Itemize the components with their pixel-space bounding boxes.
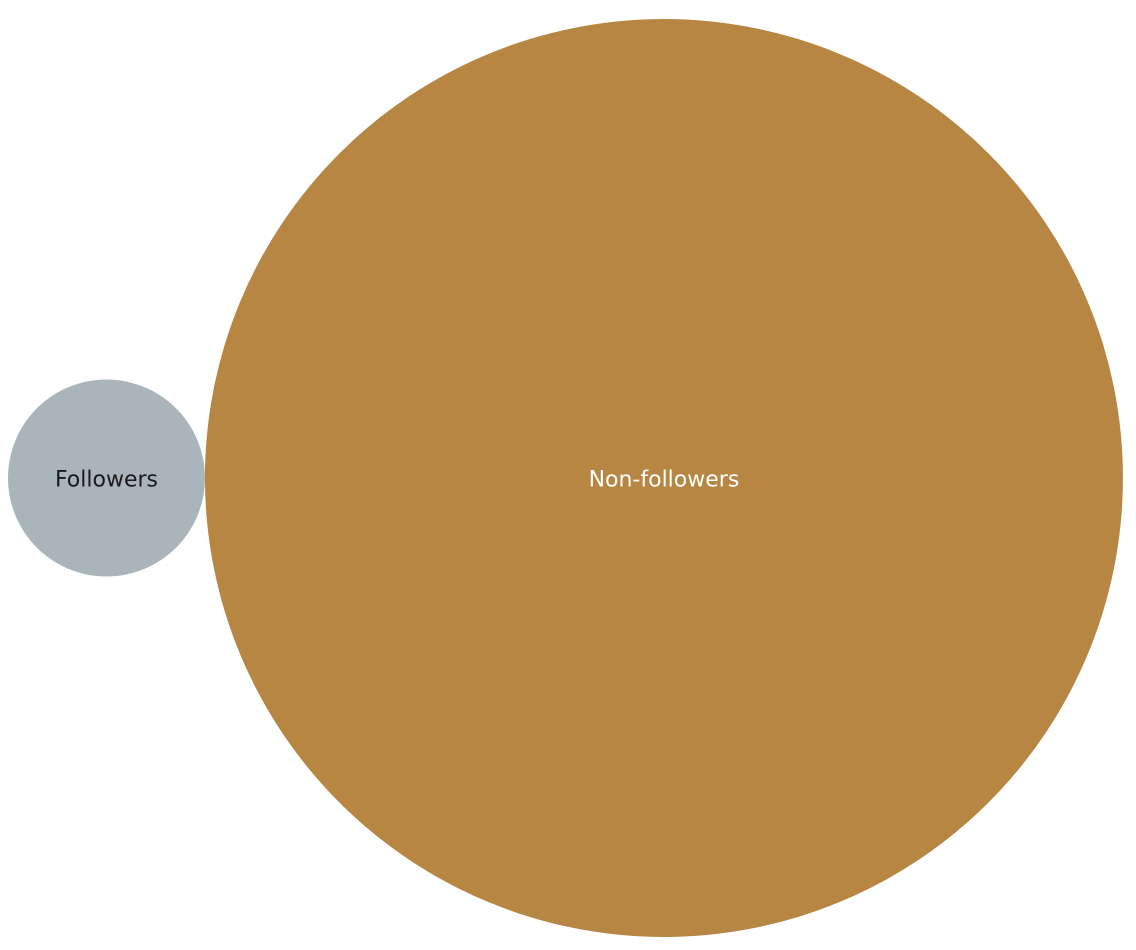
bubble-non-followers xyxy=(204,19,1123,937)
bubble-label-followers: Followers xyxy=(55,468,158,493)
bubble-followers xyxy=(8,379,205,577)
bubble-label-non-followers: Non-followers xyxy=(589,468,740,493)
labels-group: Followers Non-followers xyxy=(55,468,739,493)
bubbles-group xyxy=(8,19,1123,937)
